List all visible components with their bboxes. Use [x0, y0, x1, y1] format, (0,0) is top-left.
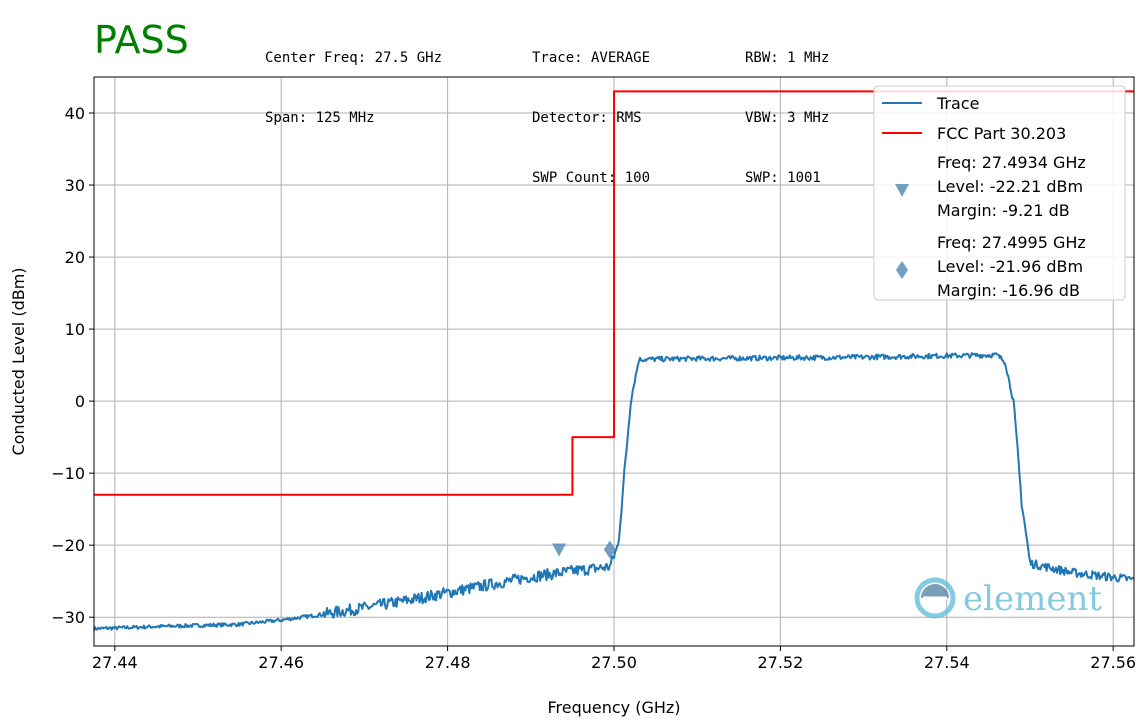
axes: 27.44 27.46 27.48 27.50 27.52 27.54 27.56 −30 −2…: [51, 104, 1136, 672]
trace-line: [93, 352, 1135, 631]
legend-marker-diamond: [896, 261, 908, 279]
x-tick-label: 27.52: [757, 653, 803, 672]
x-tick-label: 27.54: [924, 653, 970, 672]
legend: Trace FCC Part 30.203 Freq: 27.4934 GHz Lev…: [873, 85, 1126, 301]
y-tick-label: 40: [65, 104, 85, 123]
legend-marker-label: Margin: -16.96 dB: [937, 281, 1080, 300]
param-center-freq: Center Freq: 27.5 GHz: [265, 50, 443, 66]
watermark-logo-half-icon: [921, 584, 949, 598]
legend-marker-triangle: [895, 184, 909, 197]
x-tick-label: 27.48: [425, 653, 471, 672]
y-tick-label: 20: [65, 248, 85, 267]
y-tick-label: 10: [65, 320, 85, 339]
legend-marker-label: Level: -22.21 dBm: [937, 177, 1083, 196]
param-detector: Detector: RMS: [532, 110, 642, 126]
param-swp: SWP: 1001: [745, 170, 821, 186]
param-swp-count: SWP Count: 100: [532, 170, 651, 186]
legend-marker-label: Margin: -9.21 dB: [937, 201, 1070, 220]
x-axis-label: Frequency (GHz): [547, 698, 680, 717]
watermark-logo-icon: [914, 577, 956, 619]
y-tick-label: 30: [65, 176, 85, 195]
legend-label: FCC Part 30.203: [937, 124, 1066, 143]
fcc-limit-line: [94, 90, 1134, 496]
legend-label: Trace: [936, 94, 979, 113]
y-tick-label: 0: [75, 392, 85, 411]
params-col-3: RBW: 1 MHz VBW: 3 MHz SWP: 1001: [745, 8, 829, 208]
legend-marker-label: Freq: 27.4934 GHz: [937, 153, 1086, 172]
marker-triangle: [552, 543, 567, 557]
y-tick-label: −10: [51, 464, 85, 483]
x-tick-label: 27.44: [92, 653, 138, 672]
param-rbw: RBW: 1 MHz: [745, 50, 830, 66]
legend-marker-label: Freq: 27.4995 GHz: [937, 233, 1086, 252]
legend-marker-label: Level: -21.96 dBm: [937, 257, 1083, 276]
x-tick-label: 27.46: [258, 653, 304, 672]
marker-layer: [552, 540, 616, 559]
param-trace: Trace: AVERAGE: [532, 50, 651, 66]
marker-diamond: [603, 540, 616, 559]
y-tick-label: −30: [51, 608, 85, 627]
watermark-text: element: [963, 579, 1102, 619]
y-axis-label: Conducted Level (dBm): [9, 267, 28, 455]
y-tick-label: −20: [51, 536, 85, 555]
params-col-2: Trace: AVERAGE Detector: RMS SWP Count: …: [532, 8, 650, 208]
series-layer: [93, 90, 1135, 631]
pass-status: PASS: [94, 18, 189, 62]
param-span: Span: 125 MHz: [265, 110, 375, 126]
legend-box: [873, 85, 1126, 301]
x-tick-label: 27.50: [591, 653, 637, 672]
param-vbw: VBW: 3 MHz: [745, 110, 830, 126]
x-tick-label: 27.56: [1090, 653, 1136, 672]
params-col-1: Center Freq: 27.5 GHz Span: 125 MHz: [265, 8, 442, 148]
watermark: element: [914, 577, 1102, 619]
